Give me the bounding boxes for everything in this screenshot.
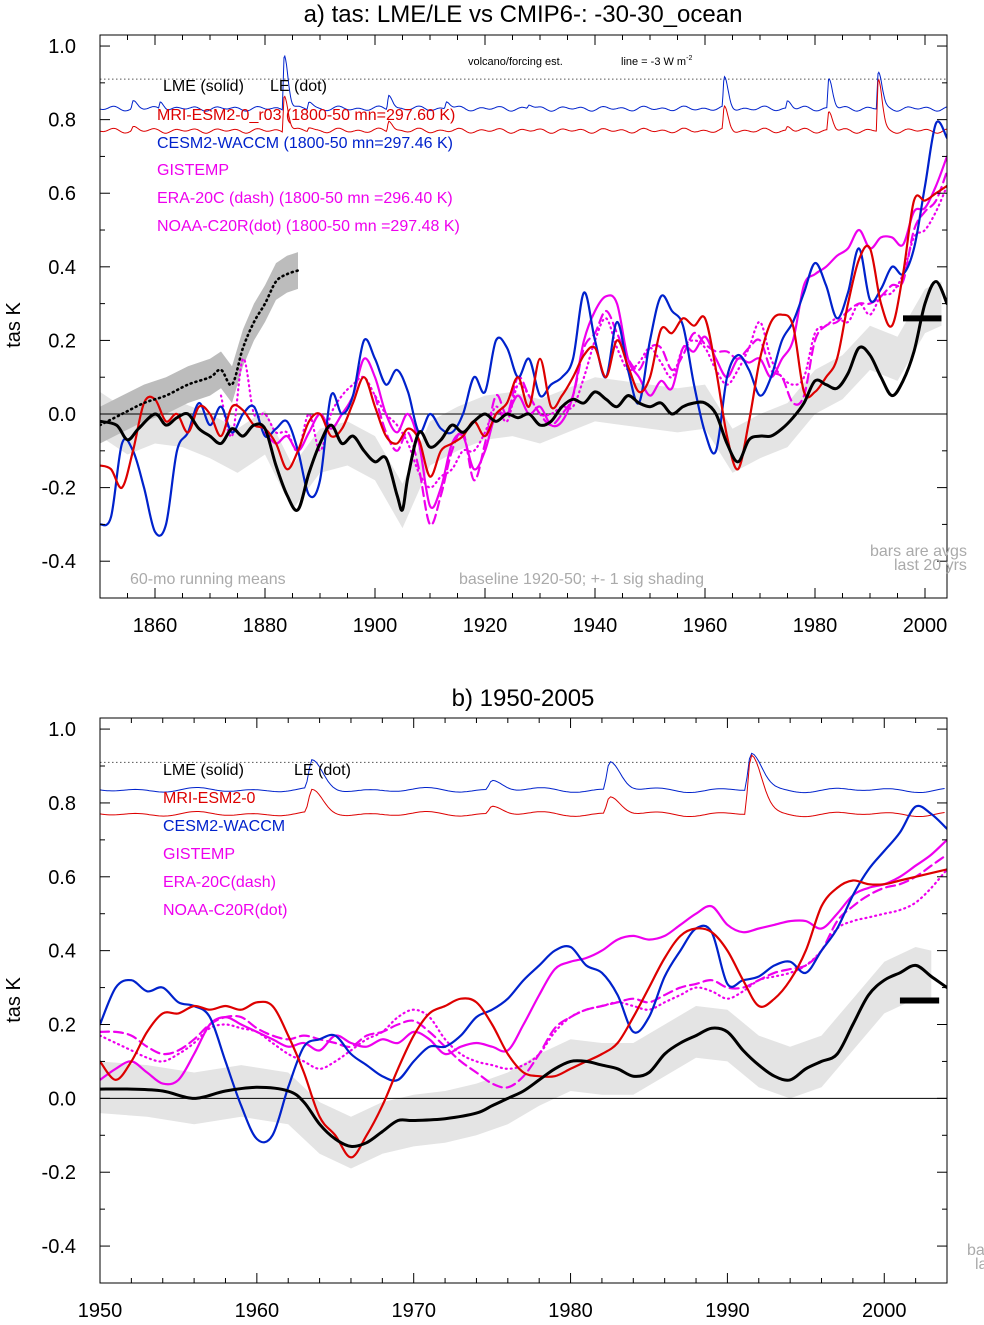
legend-le: LE (dot)	[294, 762, 351, 779]
chart-title: b) 1950-2005	[452, 685, 595, 712]
legend-gistemp: GISTEMP	[157, 162, 229, 179]
le-shading-band	[100, 252, 298, 444]
x-tick-label: 1950	[78, 1300, 123, 1322]
x-tick-label: 1970	[391, 1300, 436, 1322]
y-tick-label: -0.4	[42, 1236, 76, 1258]
y-tick-label: 0.6	[48, 867, 76, 889]
annotation-baseline: baseline 1920-50; +- 1 sig shading	[459, 571, 704, 588]
legend-le: LE (dot)	[270, 78, 327, 95]
series-mri-esm2-0-r03	[100, 184, 947, 489]
x-tick-label: 1920	[463, 615, 508, 637]
legend-noaa: NOAA-C20R(dot)	[163, 902, 287, 919]
x-tick-label: 1960	[683, 615, 728, 637]
x-tick-label: 1980	[793, 615, 838, 637]
y-axis-label: tas K	[3, 302, 25, 348]
annotation-bars-1: bars are avgs	[967, 1242, 984, 1259]
annotation-line-note-sup: -2	[686, 55, 692, 62]
forcing-trace-red	[100, 754, 945, 818]
y-tick-label: 0.0	[48, 404, 76, 426]
y-tick-label: 0.4	[48, 941, 76, 963]
y-tick-label: 0.8	[48, 793, 76, 815]
series-gistemp	[100, 838, 947, 1086]
series-lme-solid	[100, 280, 947, 512]
y-tick-label: 0.8	[48, 110, 76, 132]
chart-title: a) tas: LME/LE vs CMIP6-: -30-30_ocean	[304, 1, 743, 28]
y-tick-label: -0.2	[42, 1162, 76, 1184]
legend-noaa: NOAA-C20R(dot) (1800-50 mn =297.48 K)	[157, 218, 460, 235]
x-tick-label: 2000	[903, 615, 948, 637]
x-tick-label: 1980	[548, 1300, 593, 1322]
annotation-line-note: line = -3 W m-2	[621, 55, 692, 68]
x-tick-label: 1990	[705, 1300, 750, 1322]
y-tick-label: 1.0	[48, 36, 76, 58]
annotation-volcano: volcano/forcing est.	[468, 56, 563, 68]
annotation-line-note-main: line = -3 W m	[621, 56, 686, 68]
legend-cesm: CESM2-WACCM (1800-50 mn=297.46 K)	[157, 135, 453, 152]
legend-gistemp: GISTEMP	[163, 846, 235, 863]
legend-era20c: ERA-20C (dash) (1800-50 mn =296.40 K)	[157, 190, 453, 207]
series-era-20c-dash	[100, 853, 947, 1089]
forcing-trace-blue	[100, 752, 945, 794]
annotation-running-mean: 60-mo running means	[130, 571, 286, 588]
x-tick-label: 1860	[133, 615, 178, 637]
sigma-shading-band	[100, 281, 942, 529]
legend-lme: LME (solid)	[163, 78, 244, 95]
forcing-trace-red	[100, 78, 947, 134]
annotation-bars-2: last 20 yrs	[894, 557, 967, 574]
forcing-trace-blue	[100, 54, 947, 112]
y-tick-label: 0.0	[48, 1088, 76, 1110]
series-le-dot	[100, 269, 300, 427]
sigma-shading-band	[100, 947, 932, 1169]
x-tick-label: 1880	[243, 615, 288, 637]
series-cesm2-waccm	[100, 804, 947, 1144]
y-tick-label: -0.4	[42, 551, 76, 573]
y-tick-label: 0.2	[48, 330, 76, 352]
y-tick-label: 0.2	[48, 1015, 76, 1037]
y-tick-label: 1.0	[48, 719, 76, 741]
series-noaa-c20r	[219, 184, 947, 489]
x-tick-label: 1900	[353, 615, 398, 637]
plot-frame	[99, 34, 948, 599]
annotation-bars-2: last 20 yrs	[975, 1256, 984, 1273]
legend-mri: MRI-ESM2-0_r03 (1800-50 mn=297.60 K)	[157, 107, 455, 124]
legend-mri: MRI-ESM2-0	[163, 790, 256, 807]
legend-era20c: ERA-20C(dash)	[163, 874, 276, 891]
y-tick-label: -0.2	[42, 478, 76, 500]
legend-lme: LME (solid)	[163, 762, 244, 779]
series-cesm2-waccm	[100, 120, 947, 537]
legend-cesm: CESM2-WACCM	[163, 818, 285, 835]
y-axis-label: tas K	[3, 977, 25, 1023]
y-tick-label: 0.6	[48, 183, 76, 205]
series-era-20c	[373, 170, 947, 526]
series-mri-esm2-0	[100, 868, 947, 1159]
series-lme-solid	[100, 963, 947, 1149]
x-tick-label: 1940	[573, 615, 618, 637]
panel-a: a) tas: LME/LE vs CMIP6-: -30-30_ocean t…	[3, 1, 967, 637]
x-tick-label: 2000	[862, 1300, 907, 1322]
annotation-bars-1: bars are avgs	[870, 543, 967, 560]
panel-b: b) 1950-2005 tas K 1950 1960 1970 1980 1990 2…	[3, 685, 984, 1322]
x-tick-label: 1960	[235, 1300, 280, 1322]
series-noaa-c20r-dot	[100, 868, 947, 1070]
y-tick-label: 0.4	[48, 257, 76, 279]
plot-frame	[99, 717, 948, 1284]
series-gistemp	[263, 155, 947, 509]
